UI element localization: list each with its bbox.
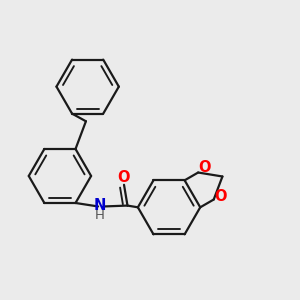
Text: H: H [95,209,105,223]
Text: O: O [199,160,211,175]
Text: O: O [214,189,227,204]
Text: N: N [94,198,106,213]
Text: O: O [117,170,129,185]
